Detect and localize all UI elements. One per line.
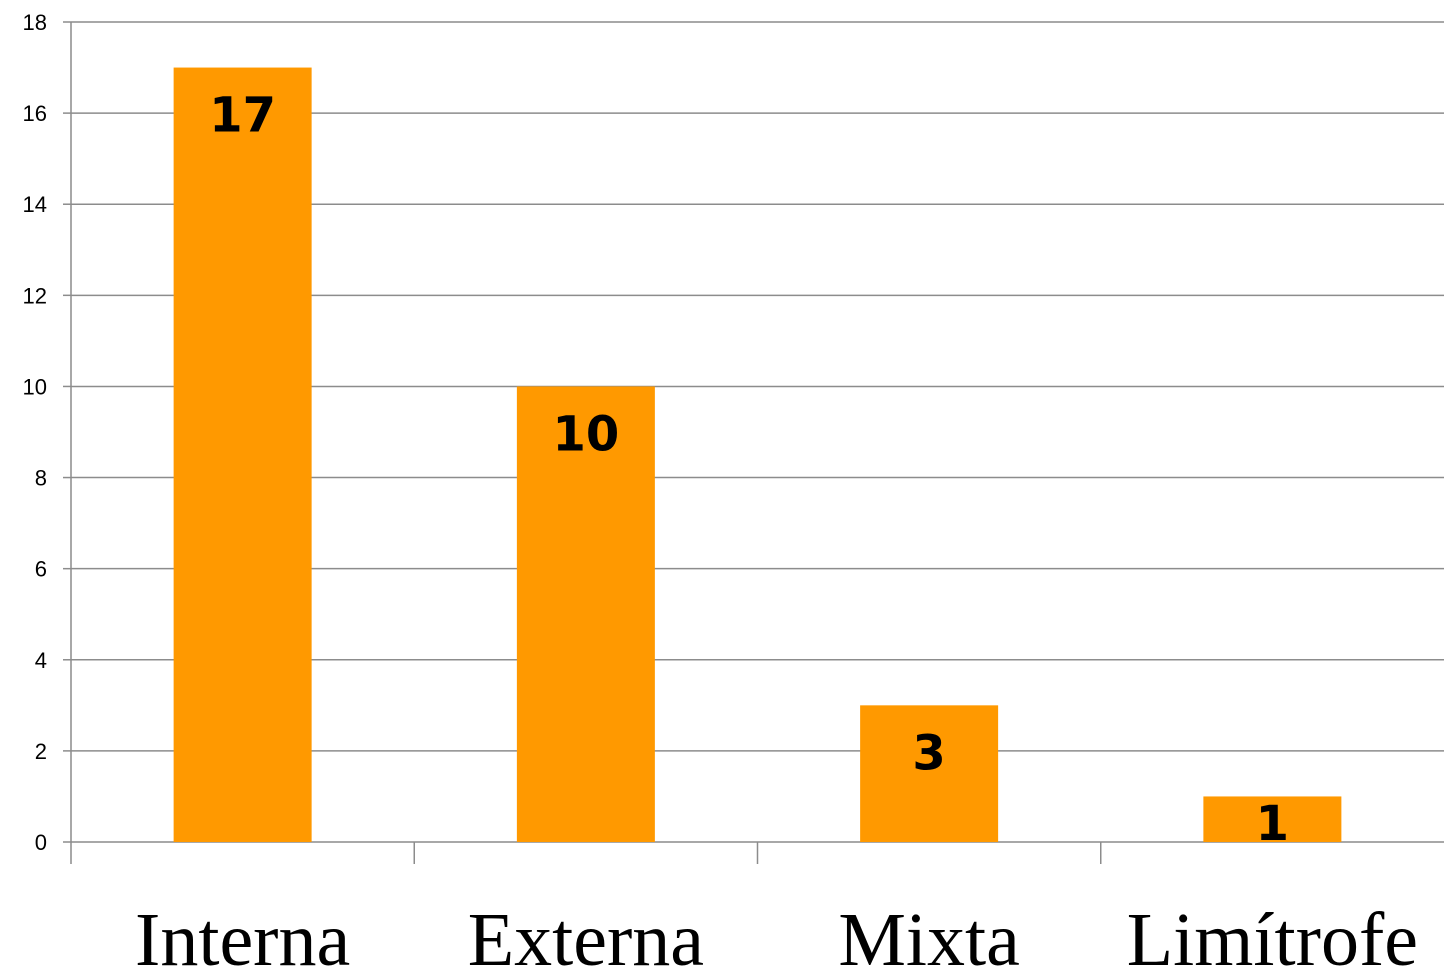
x-category-label: Externa — [468, 898, 704, 972]
data-label-externa: 10 — [552, 406, 619, 462]
data-label-interna: 17 — [209, 88, 276, 144]
y-tick-label: 8 — [35, 466, 47, 491]
x-category-label: Limítrofe — [1127, 898, 1418, 972]
bar-externa — [516, 386, 655, 842]
y-tick-label: 2 — [35, 739, 47, 764]
x-category-label: Mixta — [838, 898, 1020, 972]
y-tick-label: 4 — [35, 648, 47, 673]
bar-mixta — [860, 705, 999, 842]
y-tick-label: 0 — [35, 830, 47, 855]
y-tick-label: 14 — [23, 192, 47, 217]
x-axis-category-labels: Interna Externa Mixta Limítrofe — [135, 898, 1418, 977]
y-axis-tick-labels: 0 2 4 6 8 10 12 14 16 18 — [23, 10, 47, 855]
y-tick-label: 6 — [35, 557, 47, 582]
bar-interna — [173, 67, 312, 843]
y-tick-label: 12 — [23, 283, 47, 308]
y-tick-label: 10 — [23, 374, 47, 399]
y-tick-label: 18 — [23, 10, 47, 35]
bars — [173, 67, 1342, 843]
y-tick-label: 16 — [23, 101, 47, 126]
data-labels: 17 10 3 1 — [209, 88, 1289, 852]
bar-limítrofe — [1203, 796, 1342, 842]
axes — [63, 21, 1102, 864]
x-category-label: Interna — [135, 898, 350, 972]
data-label-mixta: 3 — [912, 725, 945, 781]
data-label-limítrofe: 1 — [1256, 796, 1289, 852]
